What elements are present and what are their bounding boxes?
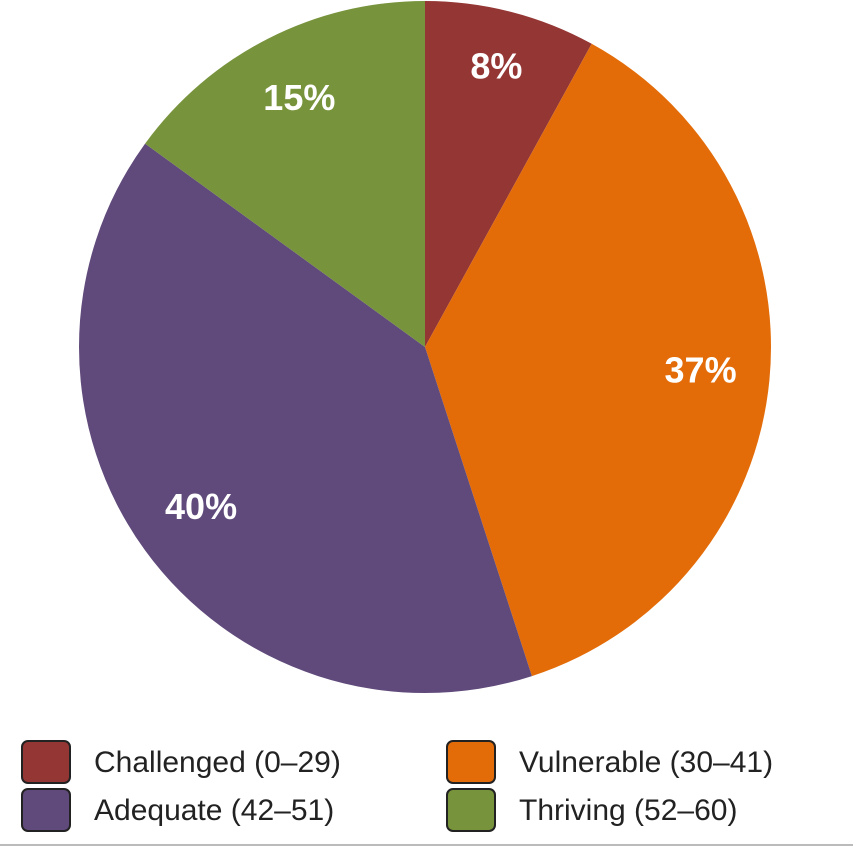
- slice-label: 8%: [470, 45, 522, 86]
- slice-label: 40%: [165, 486, 237, 527]
- legend-swatch: [21, 788, 71, 832]
- slice-label: 37%: [665, 350, 737, 391]
- legend-label: Challenged (0–29): [94, 746, 341, 779]
- pie-slice: [145, 1, 425, 347]
- slice-label: 15%: [263, 77, 335, 118]
- pie-slice: [79, 143, 532, 693]
- legend-label: Adequate (42–51): [94, 794, 334, 827]
- legend-label: Thriving (52–60): [519, 794, 737, 827]
- legend-swatch: [21, 740, 71, 784]
- pie-slice: [425, 1, 592, 347]
- pie-slice: [425, 43, 771, 677]
- legend-swatch: [446, 740, 496, 784]
- legend-swatch: [446, 788, 496, 832]
- legend-label: Vulnerable (30–41): [519, 746, 773, 779]
